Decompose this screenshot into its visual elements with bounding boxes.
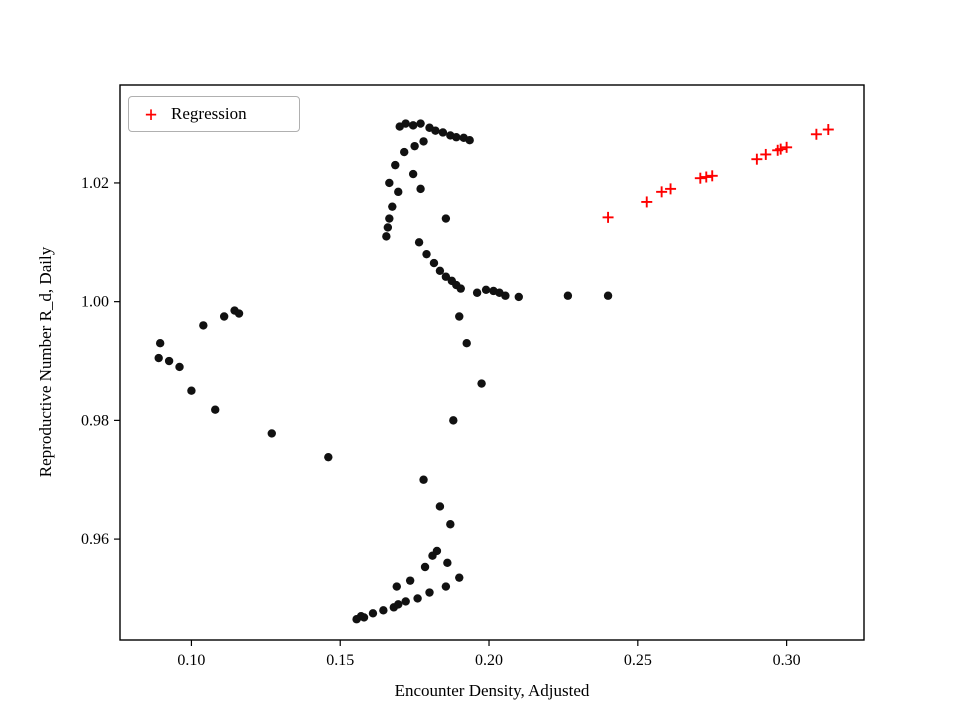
data-point <box>234 309 244 318</box>
legend-label: Regression <box>171 104 247 123</box>
data-point <box>408 169 418 179</box>
data-point <box>481 285 491 294</box>
data-point <box>187 386 196 395</box>
data-point <box>324 452 333 462</box>
y-tick-label: 1.02 <box>81 175 109 192</box>
data-point <box>410 141 419 151</box>
data-point <box>441 272 451 281</box>
data-point <box>441 582 451 591</box>
data-point <box>472 288 482 297</box>
data-point <box>401 597 410 606</box>
data-point <box>431 126 440 135</box>
data-point <box>416 184 425 194</box>
data-point <box>199 321 208 330</box>
data-point <box>392 582 401 591</box>
data-point <box>408 121 418 130</box>
data-point <box>394 187 403 197</box>
data-point <box>382 232 391 241</box>
data-point <box>465 136 474 145</box>
data-point <box>211 405 220 414</box>
data-point <box>379 606 388 615</box>
data-point <box>155 339 165 348</box>
data-point <box>368 609 378 618</box>
plot-frame <box>119 84 865 641</box>
data-point <box>452 133 461 142</box>
data-point <box>394 600 403 609</box>
data-point <box>425 588 434 597</box>
data-point <box>383 223 393 232</box>
data-point <box>446 520 455 529</box>
data-point <box>563 291 573 300</box>
data-point <box>267 429 276 438</box>
data-point <box>501 291 510 300</box>
data-point <box>388 202 397 211</box>
data-point <box>416 119 425 128</box>
y-tick-label: 1.00 <box>81 294 109 311</box>
y-axis-label: Reproductive Number R_d, Daily <box>36 246 55 478</box>
x-axis-label: Encounter Density, Adjusted <box>394 681 590 700</box>
x-tick-label: 0.30 <box>773 652 801 669</box>
data-point <box>359 613 369 622</box>
data-point <box>441 214 451 223</box>
x-tick-label: 0.20 <box>475 652 503 669</box>
data-point <box>435 502 445 511</box>
data-point <box>477 379 486 388</box>
data-point <box>455 573 464 582</box>
data-point <box>385 178 394 188</box>
data-point <box>391 160 400 170</box>
data-point <box>352 615 361 624</box>
y-tick-label: 0.98 <box>81 412 109 429</box>
data-point <box>419 137 428 146</box>
data-point <box>456 284 465 293</box>
data-point <box>514 292 523 302</box>
y-tick-label: 0.96 <box>81 531 109 548</box>
data-point <box>438 128 448 137</box>
data-point <box>164 356 174 366</box>
data-point <box>455 312 464 321</box>
data-point <box>219 312 229 321</box>
data-point <box>422 249 431 259</box>
data-point <box>429 258 439 268</box>
data-point <box>405 576 415 585</box>
regression-plus-icon: + <box>145 102 158 126</box>
data-point <box>443 558 452 568</box>
data-point <box>428 551 437 560</box>
data-point <box>449 416 458 425</box>
data-point <box>419 475 428 484</box>
data-point <box>414 238 424 247</box>
data-point <box>462 339 471 348</box>
data-point <box>385 214 394 223</box>
data-point <box>413 594 422 603</box>
x-tick-label: 0.25 <box>624 652 652 669</box>
legend: + Regression <box>128 96 300 132</box>
x-tick-label: 0.10 <box>177 652 205 669</box>
data-point <box>401 119 410 128</box>
data-point <box>175 362 184 372</box>
data-point <box>154 353 163 363</box>
x-tick-label: 0.15 <box>326 652 354 669</box>
data-point <box>420 562 430 572</box>
data-point <box>435 266 445 275</box>
data-point <box>400 147 409 157</box>
data-point <box>603 291 613 300</box>
